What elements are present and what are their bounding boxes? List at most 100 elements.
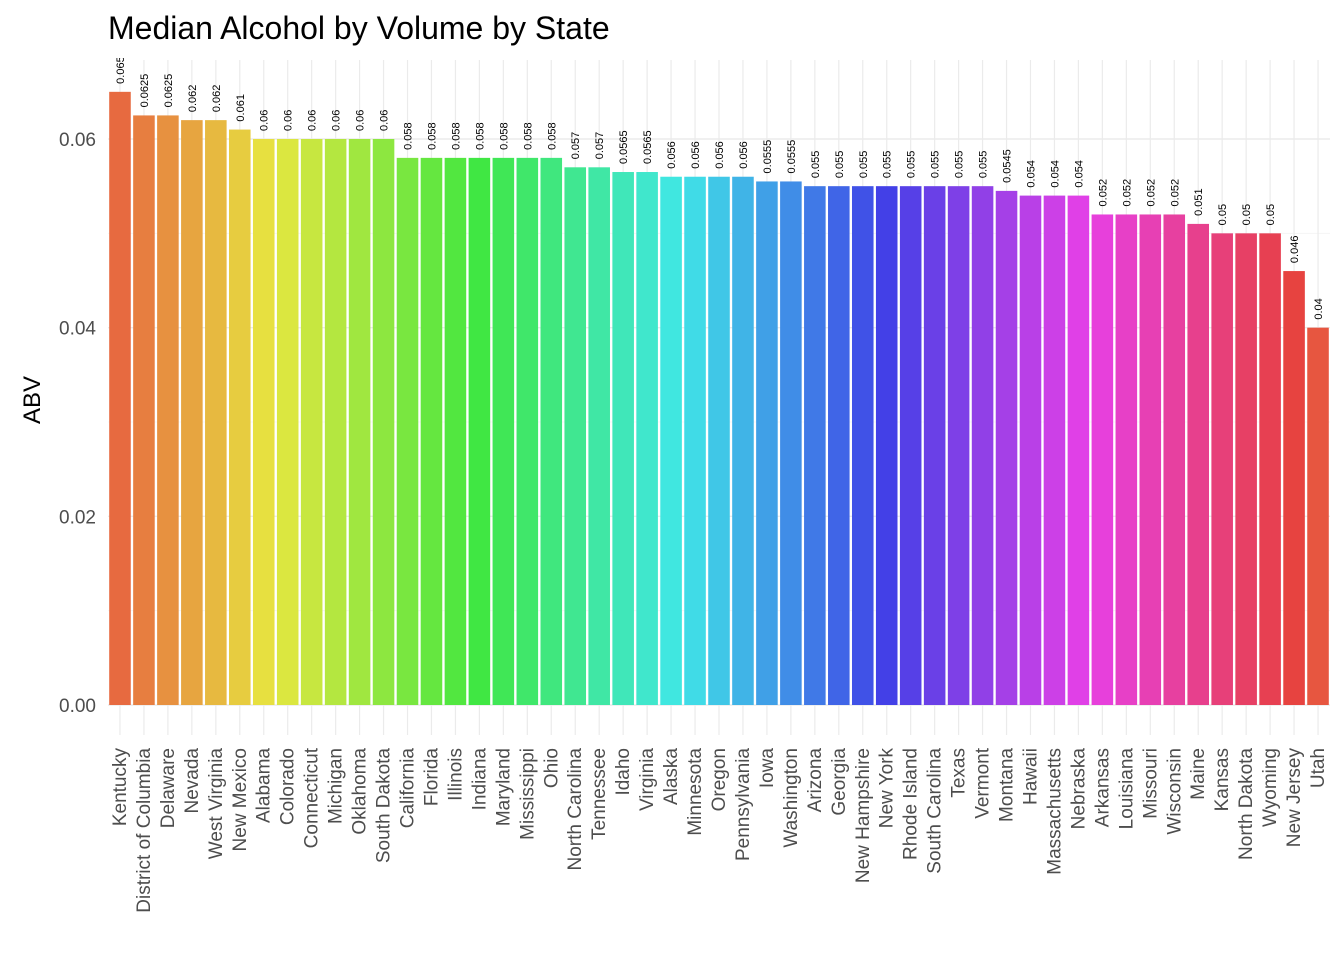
bar <box>300 139 323 705</box>
x-tick-label: New Jersey <box>1284 748 1305 848</box>
bar <box>684 176 706 705</box>
data-label: 0.06 <box>379 110 391 131</box>
data-label: 0.056 <box>690 141 702 169</box>
data-labels-group: 0.065 0.0625 0.0625 0.062 0.062 0.061 0.06 0.06… <box>115 56 1325 320</box>
bar <box>157 115 179 705</box>
x-tick-label: Utah <box>1308 748 1329 788</box>
bar <box>732 176 754 705</box>
data-label: 0.054 <box>1049 160 1061 188</box>
x-tick-label: Hawaii <box>1020 748 1041 805</box>
x-tick-label: Iowa <box>757 748 778 789</box>
x-tick-label: Michigan <box>326 748 347 824</box>
data-label: 0.065 <box>115 56 127 84</box>
x-tick-label: Montana <box>997 748 1018 822</box>
data-label: 0.062 <box>187 85 199 113</box>
x-tick-label: Idaho <box>613 748 634 796</box>
bar <box>756 181 778 705</box>
bar <box>1187 223 1209 705</box>
data-label: 0.058 <box>546 122 558 150</box>
x-tick-label: New York <box>877 748 898 829</box>
data-label: 0.062 <box>211 85 223 113</box>
data-label: 0.055 <box>978 151 990 179</box>
bar <box>947 186 970 705</box>
data-label: 0.058 <box>474 122 486 150</box>
chart-title: Median Alcohol by Volume by State <box>108 10 610 46</box>
x-tick-label: Wisconsin <box>1164 748 1185 835</box>
data-label: 0.061 <box>235 94 247 122</box>
bar <box>1163 214 1186 705</box>
x-tick-label: South Carolina <box>925 748 946 874</box>
data-label: 0.06 <box>307 110 319 131</box>
bar <box>252 139 275 705</box>
x-tick-label: Oklahoma <box>350 748 371 835</box>
x-tick-label: Nevada <box>182 748 203 814</box>
x-tick-label: Arizona <box>805 748 826 813</box>
data-label: 0.0555 <box>786 140 798 174</box>
bar <box>1091 214 1114 705</box>
x-tick-label: Vermont <box>973 747 994 818</box>
x-tick-label: West Virginia <box>206 748 227 860</box>
bar <box>1235 233 1257 706</box>
bar <box>540 157 563 705</box>
x-tick-label: Kentucky <box>110 748 131 827</box>
x-tick-label: Nebraska <box>1068 748 1089 830</box>
data-label: 0.057 <box>594 132 606 160</box>
y-axis-label: ABV <box>19 376 46 424</box>
x-tick-label: Delaware <box>158 748 179 828</box>
x-tick-label: Alaska <box>661 748 682 805</box>
bar <box>923 186 946 705</box>
bars-group <box>109 91 1329 706</box>
x-tick-label: Maryland <box>493 748 514 826</box>
data-label: 0.055 <box>954 151 966 179</box>
data-label: 0.051 <box>1193 188 1205 216</box>
data-label: 0.052 <box>1145 179 1157 207</box>
x-tick-label: District of Columbia <box>134 748 155 913</box>
data-label: 0.054 <box>1025 160 1037 188</box>
bar <box>1115 214 1138 705</box>
data-label: 0.058 <box>522 122 534 150</box>
data-label: 0.0565 <box>642 130 654 164</box>
bar <box>636 172 658 705</box>
bar <box>899 186 922 705</box>
bar <box>133 115 155 705</box>
data-label: 0.052 <box>1097 179 1109 207</box>
x-tick-label: Alabama <box>254 748 275 823</box>
data-label: 0.0565 <box>618 130 630 164</box>
x-tick-label: Pennsylvania <box>733 748 754 861</box>
data-label: 0.058 <box>403 122 415 150</box>
bar <box>1307 327 1329 705</box>
x-tick-label: Louisiana <box>1116 748 1137 830</box>
data-label: 0.056 <box>714 141 726 169</box>
bar <box>516 157 539 705</box>
x-tick-label: Mississippi <box>517 748 538 840</box>
y-tick-label: 0.06 <box>59 130 96 151</box>
x-tick-label: Florida <box>421 748 442 807</box>
data-label: 0.056 <box>666 141 678 169</box>
x-tick-label: Connecticut <box>302 747 323 848</box>
x-tick-label: Texas <box>949 748 970 798</box>
data-label: 0.06 <box>283 110 295 131</box>
data-label: 0.0625 <box>163 74 175 108</box>
y-axis-ticks: 0.00 0.02 0.04 0.06 <box>59 130 96 717</box>
x-tick-label: Colorado <box>278 748 299 825</box>
data-label: 0.04 <box>1313 298 1325 319</box>
bar <box>995 190 1018 706</box>
bar <box>1211 233 1233 706</box>
data-label: 0.06 <box>355 110 367 131</box>
bar <box>276 139 299 705</box>
x-tick-label: Indiana <box>469 748 490 811</box>
bar <box>1019 195 1042 705</box>
bar <box>708 176 730 705</box>
bar <box>660 176 682 705</box>
data-label: 0.058 <box>498 122 510 150</box>
data-label: 0.058 <box>450 122 462 150</box>
bar <box>420 157 443 705</box>
bar <box>396 157 419 705</box>
bar <box>181 120 203 706</box>
data-label: 0.056 <box>738 141 750 169</box>
x-tick-label: Massachusetts <box>1044 748 1065 875</box>
x-tick-label: Oregon <box>709 748 730 811</box>
bar <box>468 157 491 705</box>
data-label: 0.055 <box>810 151 822 179</box>
bar <box>828 186 850 705</box>
